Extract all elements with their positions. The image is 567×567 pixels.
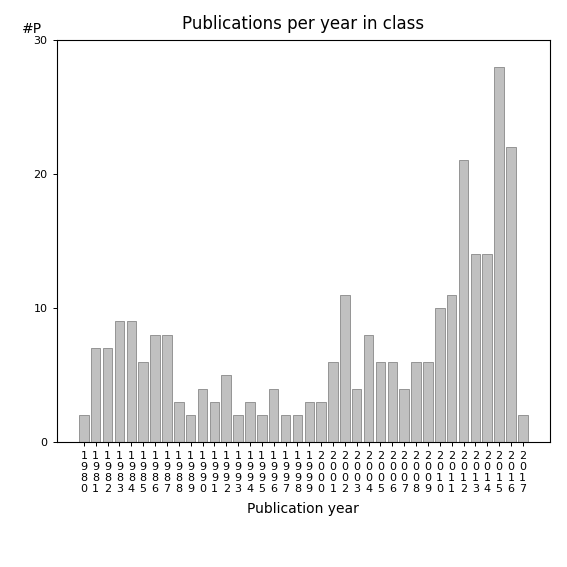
Bar [340,295,350,442]
Bar [138,362,148,442]
Text: #P: #P [22,22,43,36]
Bar [352,388,362,442]
Bar [257,416,266,442]
Bar [447,295,456,442]
Bar [103,348,112,442]
Bar [198,388,208,442]
Bar [388,362,397,442]
Bar [376,362,385,442]
Bar [222,375,231,442]
Bar [186,416,196,442]
Bar [281,416,290,442]
Bar [304,402,314,442]
Bar [399,388,409,442]
Bar [459,160,468,442]
Bar [79,416,88,442]
Bar [423,362,433,442]
X-axis label: Publication year: Publication year [247,502,359,516]
Bar [245,402,255,442]
Bar [471,255,480,442]
Bar [506,147,516,442]
Bar [293,416,302,442]
Bar [269,388,278,442]
Bar [518,416,527,442]
Bar [174,402,184,442]
Bar [328,362,338,442]
Bar [494,66,504,442]
Bar [411,362,421,442]
Bar [162,335,172,442]
Bar [150,335,160,442]
Bar [115,321,124,442]
Bar [91,348,100,442]
Bar [364,335,373,442]
Title: Publications per year in class: Publications per year in class [182,15,425,32]
Bar [483,255,492,442]
Bar [126,321,136,442]
Bar [316,402,326,442]
Bar [435,308,445,442]
Bar [234,416,243,442]
Bar [210,402,219,442]
